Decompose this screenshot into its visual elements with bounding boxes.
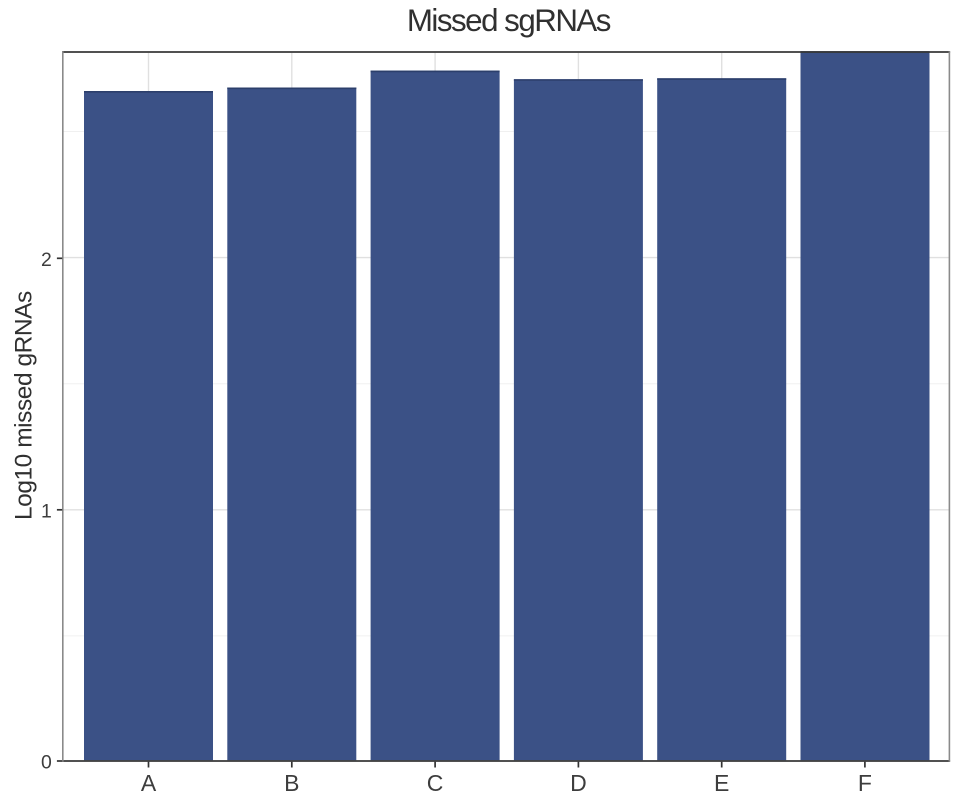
svg-text:0: 0	[41, 752, 52, 774]
svg-text:A: A	[141, 770, 157, 796]
svg-text:Log10 missed gRNAs: Log10 missed gRNAs	[11, 291, 38, 520]
svg-text:2: 2	[41, 249, 52, 271]
svg-text:1: 1	[41, 500, 52, 522]
svg-text:B: B	[284, 770, 299, 796]
svg-text:Missed sgRNAs: Missed sgRNAs	[407, 3, 611, 38]
svg-text:C: C	[427, 770, 444, 796]
svg-text:D: D	[570, 770, 587, 796]
svg-text:F: F	[858, 770, 872, 796]
svg-text:E: E	[714, 770, 729, 796]
